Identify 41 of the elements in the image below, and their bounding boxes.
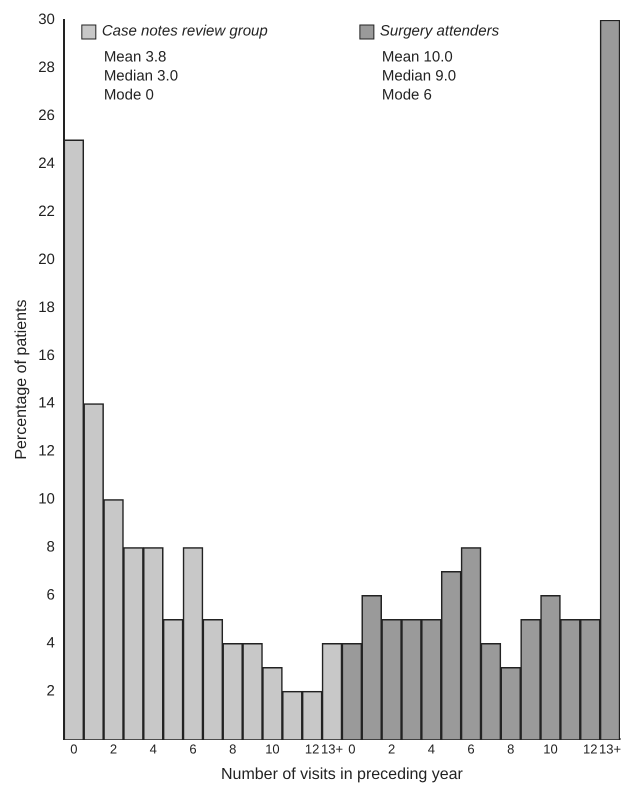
annotation: Mean 10.0 <box>382 48 453 66</box>
y-tick-label: 30 <box>38 11 55 28</box>
x-tick-label: 0 <box>70 742 78 757</box>
x-tick-label: 6 <box>189 742 197 757</box>
y-tick-label: 12 <box>38 442 55 460</box>
y-tick-label: 14 <box>38 394 55 412</box>
x-tick-label: 2 <box>110 742 118 757</box>
y-tick-label: 26 <box>38 107 55 124</box>
x-axis-title: Number of visits in preceding year <box>220 766 464 783</box>
x-tick-label: 12 <box>304 742 320 757</box>
y-tick-label: 16 <box>38 346 55 364</box>
x-tick-label: 8 <box>507 742 514 757</box>
x-tick-label: 10 <box>543 742 558 757</box>
x-tick-label: 4 <box>428 742 435 757</box>
annotation: Mode 0 <box>104 86 154 104</box>
y-tick-label: 8 <box>46 538 55 556</box>
y-tick-label: 10 <box>38 490 55 508</box>
annotation: Mode 6 <box>382 86 432 104</box>
y-tick-label: 28 <box>38 59 55 76</box>
x-tick-label: 12 <box>582 742 598 757</box>
annotation: Median 3.0 <box>104 68 178 85</box>
x-tick-label: 13+ <box>599 742 622 757</box>
annotation: Median 9.0 <box>382 68 456 85</box>
x-tick-label: 2 <box>388 742 396 757</box>
annotation: Mean 3.8 <box>104 48 166 66</box>
legend-label: Case notes review group <box>102 22 268 40</box>
y-tick-label: 20 <box>38 250 55 268</box>
y-tick-label: 2 <box>46 682 55 700</box>
y-tick-label: 4 <box>46 634 55 652</box>
x-tick-label: 13+ <box>320 742 344 757</box>
y-tick-label: 6 <box>46 586 55 604</box>
y-tick-label: 18 <box>38 298 55 316</box>
y-tick-label: 22 <box>38 202 55 220</box>
x-tick-label: 4 <box>150 742 157 757</box>
y-axis-title: Percentage of patients <box>13 300 30 460</box>
x-tick-label: 6 <box>467 742 475 757</box>
y-tick-label: 24 <box>38 154 55 172</box>
x-tick-label: 0 <box>348 742 356 757</box>
x-tick-label: 8 <box>229 742 236 757</box>
legend-label: Surgery attenders <box>380 22 500 40</box>
x-tick-label: 10 <box>265 742 280 757</box>
